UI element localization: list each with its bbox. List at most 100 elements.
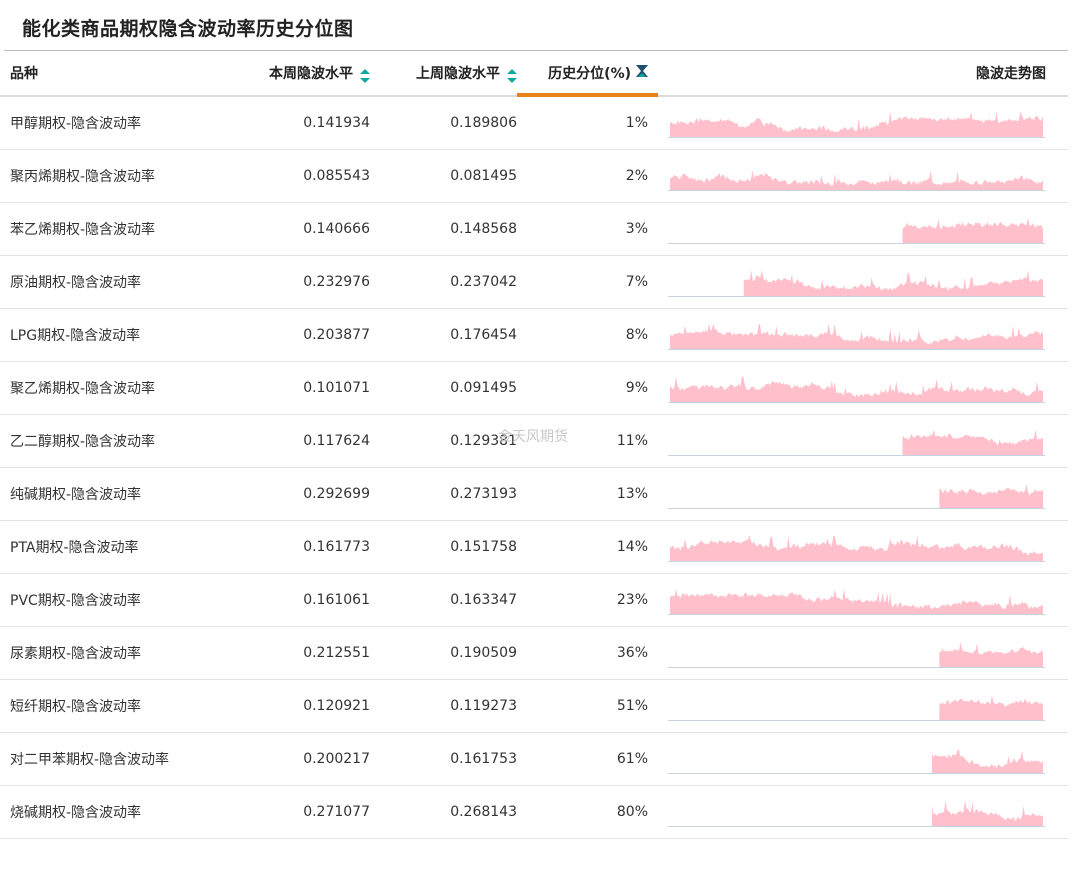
this-week-iv: 0.232976 (230, 255, 370, 309)
historical-percentile: 80% (517, 785, 658, 839)
title-divider (4, 50, 1068, 51)
this-week-iv: 0.271077 (230, 785, 370, 839)
instrument-name: 原油期权-隐含波动率 (0, 255, 230, 309)
table-row: 苯乙烯期权-隐含波动率 0.140666 0.148568 3% (0, 202, 1068, 256)
trend-cell (658, 785, 1068, 839)
trend-cell (658, 679, 1068, 733)
sparkline-area (902, 217, 1043, 243)
sparkline-area (743, 270, 1043, 296)
this-week-iv: 0.161773 (230, 520, 370, 574)
this-week-iv: 0.085543 (230, 149, 370, 203)
iv-sparkline (668, 270, 1045, 297)
instrument-name: PVC期权-隐含波动率 (0, 573, 230, 627)
instrument-name: 纯碱期权-隐含波动率 (0, 467, 230, 521)
iv-sparkline (668, 749, 1045, 774)
trend-cell (658, 467, 1068, 521)
this-week-iv: 0.200217 (230, 732, 370, 786)
historical-percentile: 36% (517, 626, 658, 680)
sparkline-area (932, 800, 1043, 826)
historical-percentile: 14% (517, 520, 658, 574)
trend-cell (658, 573, 1068, 627)
last-week-iv: 0.176454 (370, 308, 517, 362)
sparkline-area (670, 588, 1043, 614)
trend-cell (658, 626, 1068, 680)
sparkline-area (932, 749, 1043, 773)
historical-percentile: 3% (517, 202, 658, 256)
column-header-label: 历史分位(%) (548, 66, 631, 82)
table-row: 短纤期权-隐含波动率 0.120921 0.119273 51% (0, 679, 1068, 733)
last-week-iv: 0.081495 (370, 149, 517, 203)
this-week-iv: 0.101071 (230, 361, 370, 415)
sort-ascending-icon[interactable] (636, 65, 648, 81)
instrument-name: 尿素期权-隐含波动率 (0, 626, 230, 680)
last-week-iv: 0.119273 (370, 679, 517, 733)
trend-cell (658, 149, 1068, 203)
table-row: 聚丙烯期权-隐含波动率 0.085543 0.081495 2% (0, 149, 1068, 203)
sort-toggle-icon[interactable] (507, 69, 517, 83)
iv-sparkline (668, 217, 1045, 244)
column-header-name: 品种 (0, 51, 230, 97)
instrument-name: PTA期权-隐含波动率 (0, 520, 230, 574)
iv-sparkline (668, 695, 1045, 721)
trend-cell (658, 732, 1068, 786)
sparkline-area (670, 535, 1043, 561)
column-header-last-week[interactable]: 上周隐波水平 (370, 51, 517, 97)
table-row: LPG期权-隐含波动率 0.203877 0.176454 8% (0, 308, 1068, 362)
last-week-iv: 0.129381 (370, 414, 517, 468)
instrument-name: LPG期权-隐含波动率 (0, 308, 230, 362)
this-week-iv: 0.141934 (230, 96, 370, 150)
this-week-iv: 0.292699 (230, 467, 370, 521)
column-header-percentile[interactable]: 历史分位(%) (517, 51, 658, 97)
historical-percentile: 2% (517, 149, 658, 203)
iv-sparkline (668, 535, 1045, 562)
instrument-name: 烧碱期权-隐含波动率 (0, 785, 230, 839)
instrument-name: 甲醇期权-隐含波动率 (0, 96, 230, 150)
this-week-iv: 0.161061 (230, 573, 370, 627)
historical-percentile: 1% (517, 96, 658, 150)
column-header-this-week[interactable]: 本周隐波水平 (230, 51, 370, 97)
this-week-iv: 0.203877 (230, 308, 370, 362)
iv-sparkline (668, 800, 1045, 827)
last-week-iv: 0.091495 (370, 361, 517, 415)
instrument-name: 苯乙烯期权-隐含波动率 (0, 202, 230, 256)
instrument-name: 对二甲苯期权-隐含波动率 (0, 732, 230, 786)
table-row: 原油期权-隐含波动率 0.232976 0.237042 7% (0, 255, 1068, 309)
last-week-iv: 0.163347 (370, 573, 517, 627)
column-header-label: 上周隐波水平 (416, 66, 500, 82)
sort-toggle-icon[interactable] (360, 69, 370, 83)
this-week-iv: 0.117624 (230, 414, 370, 468)
trend-cell (658, 520, 1068, 574)
last-week-iv: 0.237042 (370, 255, 517, 309)
this-week-iv: 0.120921 (230, 679, 370, 733)
last-week-iv: 0.190509 (370, 626, 517, 680)
table-row: 尿素期权-隐含波动率 0.212551 0.190509 36% (0, 626, 1068, 680)
last-week-iv: 0.148568 (370, 202, 517, 256)
this-week-iv: 0.140666 (230, 202, 370, 256)
table-row: PVC期权-隐含波动率 0.161061 0.163347 23% (0, 573, 1068, 627)
historical-percentile: 7% (517, 255, 658, 309)
iv-sparkline (668, 642, 1045, 668)
instrument-name: 聚丙烯期权-隐含波动率 (0, 149, 230, 203)
table-row: 烧碱期权-隐含波动率 0.271077 0.268143 80% (0, 785, 1068, 839)
historical-percentile: 13% (517, 467, 658, 521)
trend-cell (658, 255, 1068, 309)
column-header-trend: 隐波走势图 (658, 51, 1068, 97)
trend-cell (658, 202, 1068, 256)
historical-percentile: 9% (517, 361, 658, 415)
sparkline-area (939, 642, 1043, 667)
sparkline-area (939, 484, 1043, 508)
sparkline-area (902, 429, 1043, 455)
instrument-name: 聚乙烯期权-隐含波动率 (0, 361, 230, 415)
iv-sparkline (668, 588, 1045, 615)
column-header-label: 本周隐波水平 (269, 66, 353, 82)
sparkline-area (670, 111, 1043, 137)
sparkline-area (670, 323, 1043, 349)
table-row: 聚乙烯期权-隐含波动率 0.101071 0.091495 9% (0, 361, 1068, 415)
sparkline-area (670, 170, 1043, 190)
historical-percentile: 61% (517, 732, 658, 786)
last-week-iv: 0.268143 (370, 785, 517, 839)
active-sort-indicator (517, 93, 658, 97)
last-week-iv: 0.151758 (370, 520, 517, 574)
table-row: PTA期权-隐含波动率 0.161773 0.151758 14% (0, 520, 1068, 574)
trend-cell (658, 414, 1068, 468)
